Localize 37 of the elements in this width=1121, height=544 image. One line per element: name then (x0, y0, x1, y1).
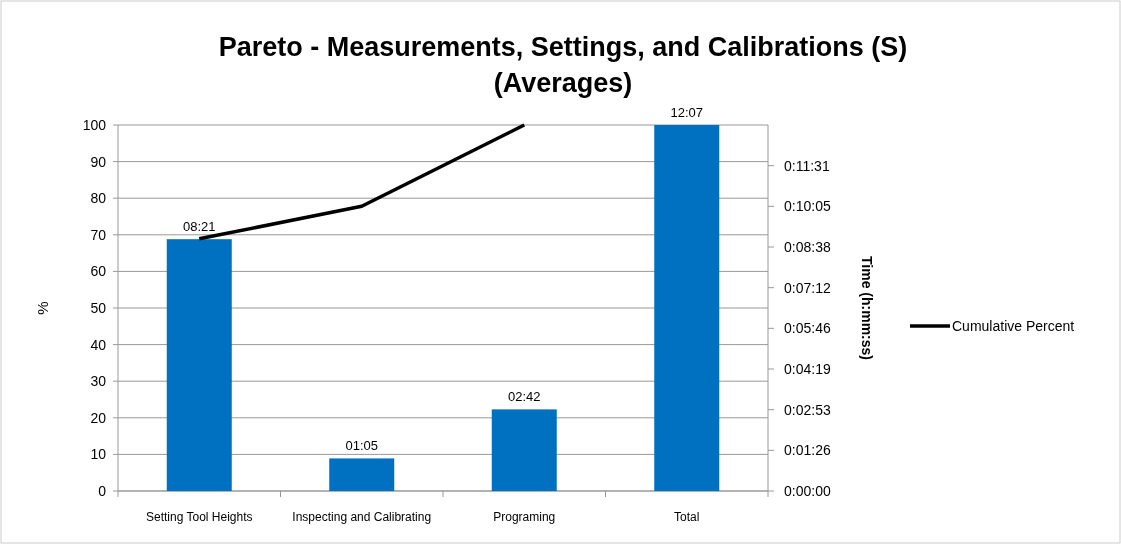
y-tick-label: 80 (90, 190, 107, 207)
annotation: 12:07 (670, 105, 704, 120)
y-tick-label: 90 (90, 153, 107, 170)
y2-tick-label: 0:04:19 (784, 360, 831, 377)
y-tick-label: 20 (90, 409, 107, 426)
y-tick-label: 0 (98, 482, 107, 499)
y2-tick-label: 0:05:46 (784, 320, 831, 337)
x-tick-label: Inspecting and Calibrating (292, 510, 432, 524)
y-tick-label: 70 (90, 226, 107, 243)
y-tick-label: 60 (90, 263, 107, 280)
annotation: 01:05 (345, 438, 379, 454)
x-tick-label: Setting Tool Heights (145, 510, 253, 524)
y2-axis-title: Time (h:mm:ss) (859, 256, 875, 360)
legend-label: Cumulative Percent (952, 317, 1075, 334)
y2-tick-label: 0:10:05 (784, 198, 831, 215)
bar (329, 458, 395, 491)
y-tick-label: 100 (82, 116, 107, 133)
y-axis-title: % (34, 301, 51, 315)
y2-tick-label: 0:01:26 (784, 442, 831, 459)
y2-tick-label: 0:08:38 (784, 238, 831, 255)
chart-title: Pareto - Measurements, Settings, and Calibrations (S) (218, 32, 908, 62)
y2-tick-label: 0:00:00 (784, 482, 831, 499)
y-tick-label: 10 (90, 446, 107, 463)
y2-tick-label: 0:07:12 (784, 279, 831, 296)
y2-tick-label: 0:11:31 (784, 157, 830, 174)
x-tick-label: Total (674, 510, 700, 524)
y-tick-label: 50 (90, 299, 107, 316)
bar (491, 409, 557, 491)
annotation: 08:21 (182, 219, 216, 235)
y2-tick-label: 0:02:53 (784, 401, 831, 418)
y-tick-label: 30 (90, 373, 107, 390)
annotation: 02:42 (507, 389, 541, 405)
y-tick-label: 40 (90, 336, 107, 353)
bar (166, 239, 232, 491)
bar (654, 125, 720, 491)
x-tick-label: Programing (493, 510, 556, 524)
chart-subtitle: (Averages) (493, 68, 633, 98)
